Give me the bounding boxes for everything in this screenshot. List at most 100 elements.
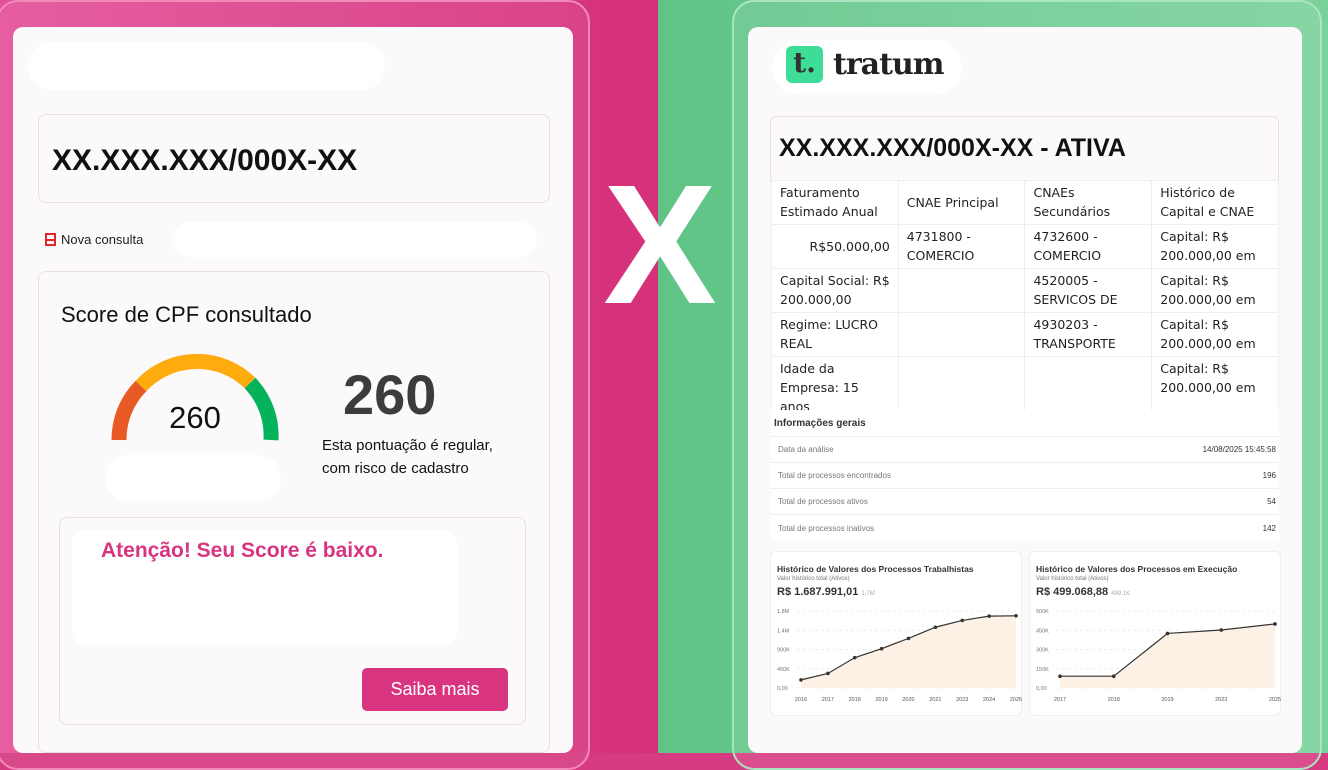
- x-tick-label: 2018: [1108, 697, 1120, 703]
- info-title: Informações gerais: [771, 410, 1279, 437]
- x-tick-label: 2025: [1010, 697, 1022, 703]
- info-row: Total de processos inativos 142: [771, 515, 1279, 541]
- cell: 4520005 - SERVICOS DE: [1024, 268, 1153, 313]
- data-point: [906, 636, 911, 641]
- cnpj-box: [38, 114, 550, 203]
- calendar-icon: [45, 233, 56, 246]
- x-tick-label: 2021: [929, 697, 941, 703]
- header-cell: Faturamento Estimado Anual: [771, 180, 899, 225]
- cnpj-number: XX.XXX.XXX/000X-XX: [52, 144, 358, 177]
- cell: R$50.000,00: [771, 224, 899, 269]
- data-point: [1273, 622, 1277, 626]
- score-description: Esta pontuação é regular, com risco de ca…: [322, 434, 493, 480]
- chart-title: Histórico de Valores dos Processos em Ex…: [1036, 564, 1238, 574]
- info-label: Data da análise: [778, 445, 834, 454]
- header-cell: CNAE Principal: [897, 180, 1026, 225]
- info-label: Total de processos ativos: [778, 497, 868, 506]
- desc-line: Esta pontuação é regular,: [322, 437, 493, 454]
- cell: [897, 356, 1026, 419]
- header-cell: Histórico de Capital e CNAE: [1151, 180, 1279, 225]
- data-point: [1058, 674, 1062, 678]
- info-value: 54: [1267, 497, 1276, 506]
- chart-plot: 0,00 450K 900K 1.4M 1.8M 2016 2017 2018 2019 2020…: [777, 609, 1022, 703]
- company-title: XX.XXX.XXX/000X-XX - ATIVA: [779, 134, 1126, 162]
- y-tick-label: 1.8M: [777, 609, 790, 615]
- cell: Capital: R$ 200.000,00 em: [1151, 224, 1279, 269]
- gauge-segment-high: [244, 377, 279, 441]
- chart-total: R$ 499.068,88 499,1K: [1036, 586, 1130, 598]
- chart-subtitle: Valor histórico total (Ativos): [777, 576, 850, 582]
- header-cell: CNAEs Secundários: [1024, 180, 1153, 225]
- info-label: Total de processos encontrados: [778, 471, 891, 480]
- y-tick-label: 500K: [1036, 609, 1049, 615]
- x-tick-label: 2019: [876, 697, 888, 703]
- cell: [897, 268, 1026, 313]
- data-point: [1111, 674, 1116, 678]
- chart-title: Histórico de Valores dos Processos Traba…: [777, 564, 974, 574]
- data-point: [879, 646, 884, 651]
- redacted-area: [28, 42, 385, 90]
- cell: Capital Social: R$ 200.000,00: [771, 268, 899, 313]
- data-point: [852, 655, 857, 660]
- info-value: 142: [1262, 523, 1276, 533]
- info-label: Total de processos inativos: [778, 523, 875, 533]
- y-tick-label: 900K: [777, 648, 790, 654]
- y-tick-label: 450K: [777, 667, 790, 673]
- company-table: Faturamento Estimado Anual CNAE Principa…: [771, 180, 1279, 419]
- table-row: Regime: LUCRO REAL 4930203 - TRANSPORTE …: [771, 312, 1279, 357]
- x-tick-label: 2024: [983, 697, 995, 703]
- redacted-area: [105, 455, 281, 501]
- new-query-link[interactable]: Nova consulta: [45, 232, 143, 247]
- chart-total: R$ 1.687.991,01 1,7M: [777, 586, 875, 598]
- alert-text: Atenção! Seu Score é baixo.: [101, 539, 384, 562]
- redacted-area: [72, 530, 457, 645]
- cell: 4930203 - TRANSPORTE: [1024, 312, 1153, 357]
- info-value: 14/08/2025 15:45:58: [1202, 445, 1276, 454]
- cell: 4731800 - COMERCIO: [897, 224, 1026, 269]
- cell: Capital: R$ 200.000,00 em: [1151, 312, 1279, 357]
- title-box: [770, 116, 1279, 182]
- gauge-segment-low: [111, 380, 147, 441]
- table-row: R$50.000,00 4731800 - COMERCIO 4732600 -…: [771, 224, 1279, 269]
- x-tick-label: 2017: [822, 697, 834, 703]
- cell: Capital: R$ 200.000,00 em: [1151, 356, 1279, 419]
- area-fill: [801, 615, 1016, 688]
- info-row: Total de processos encontrados 196: [771, 463, 1279, 489]
- table-row: Capital Social: R$ 200.000,00 4520005 - …: [771, 268, 1279, 313]
- redacted-area: [172, 222, 537, 257]
- total-short: 499,1K: [1111, 591, 1131, 597]
- y-tick-label: 150K: [1036, 667, 1049, 673]
- y-tick-label: 1.4M: [777, 628, 790, 634]
- area-fill: [1060, 623, 1275, 688]
- cell: 4732600 - COMERCIO: [1024, 224, 1153, 269]
- total-value: R$ 1.687.991,01: [777, 586, 859, 598]
- data-point: [799, 678, 803, 682]
- execution-processes-chart: Histórico de Valores dos Processos em Ex…: [1029, 551, 1281, 716]
- chart-subtitle: Valor histórico total (Ativos): [1036, 576, 1109, 582]
- logo-mark: t.: [786, 46, 823, 83]
- x-tick-label: 2020: [902, 697, 914, 703]
- x-tick-label: 2023: [956, 697, 968, 703]
- cell: [897, 312, 1026, 357]
- table-header-row: Faturamento Estimado Anual CNAE Principa…: [771, 180, 1279, 225]
- x-tick-label: 2016: [795, 697, 807, 703]
- data-point: [1165, 631, 1170, 636]
- gauge-segment-mid: [135, 353, 256, 392]
- data-point: [1219, 628, 1224, 632]
- x-tick-label: 2017: [1054, 697, 1066, 703]
- table-row: Idade da Empresa: 15 anos Capital: R$ 20…: [771, 356, 1279, 419]
- info-row: Total de processos ativos 54: [771, 489, 1279, 515]
- score-title: Score de CPF consultado: [61, 302, 312, 327]
- total-short: 1,7M: [861, 591, 875, 597]
- learn-more-button[interactable]: Saiba mais: [362, 668, 508, 711]
- cell: Capital: R$ 200.000,00 em: [1151, 268, 1279, 313]
- desc-line: com risco de cadastro: [322, 460, 469, 477]
- data-point: [987, 614, 991, 618]
- tratum-logo: t. tratum: [786, 46, 945, 83]
- score-gauge: [111, 353, 279, 441]
- x-tick-label: 2023: [1215, 697, 1227, 703]
- y-tick-label: 300K: [1036, 648, 1049, 654]
- new-query-label: Nova consulta: [61, 232, 144, 247]
- data-point: [960, 618, 965, 623]
- data-point: [826, 671, 830, 676]
